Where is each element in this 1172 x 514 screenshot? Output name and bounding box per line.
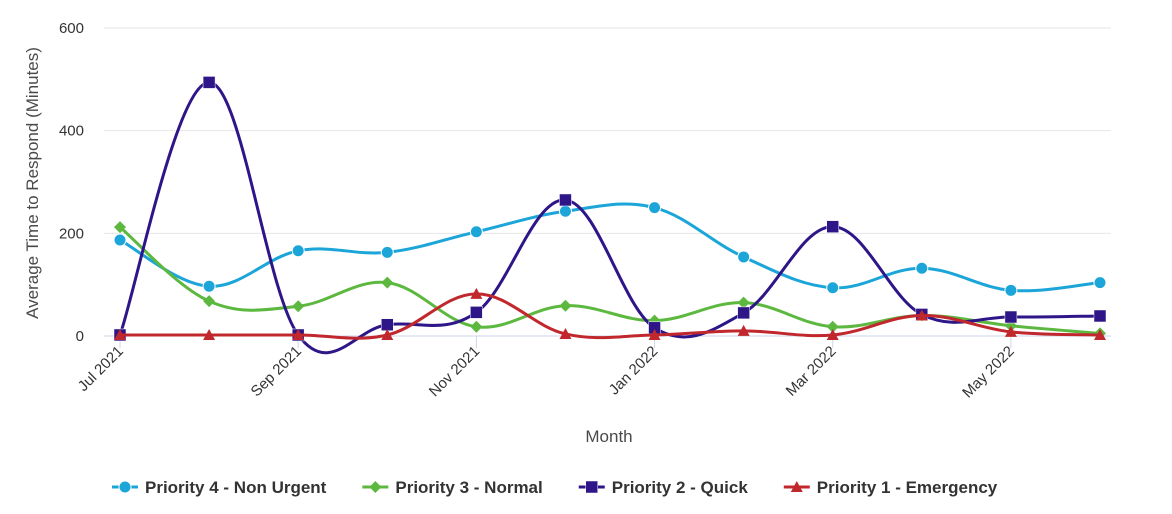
y-axis-title: Average Time to Respond (Minutes) bbox=[23, 47, 42, 319]
data-point bbox=[1093, 309, 1107, 323]
data-point bbox=[559, 327, 572, 339]
data-point bbox=[826, 281, 840, 295]
x-tick-label: Mar 2022 bbox=[783, 343, 840, 400]
data-point bbox=[1004, 283, 1018, 297]
data-point bbox=[470, 320, 483, 333]
data-point bbox=[114, 221, 126, 234]
legend: Priority 4 - Non Urgent Priority 3 - Norm… bbox=[112, 478, 998, 497]
series-priority-4-non-urgent bbox=[113, 201, 1107, 297]
legend-label: Priority 3 - Normal bbox=[395, 478, 542, 497]
y-tick-label: 200 bbox=[59, 225, 84, 242]
data-point bbox=[292, 300, 305, 313]
data-point bbox=[826, 328, 839, 340]
x-axis: Jul 2021 Sep 2021 Nov 2021 Jan 2022 Mar 2022… bbox=[75, 336, 1018, 401]
series-priority-1-emergency bbox=[114, 287, 1106, 340]
data-point bbox=[1093, 276, 1107, 290]
legend-marker bbox=[790, 481, 803, 492]
legend-item[interactable]: Priority 2 - Quick bbox=[578, 478, 749, 497]
data-point bbox=[737, 296, 750, 309]
legend-marker bbox=[369, 481, 382, 493]
data-point bbox=[559, 193, 572, 207]
legend-label: Priority 1 - Emergency bbox=[817, 478, 998, 497]
data-point bbox=[1094, 328, 1106, 340]
data-point bbox=[381, 276, 394, 289]
data-point bbox=[381, 328, 394, 340]
data-point bbox=[1004, 310, 1018, 324]
data-point bbox=[380, 245, 394, 259]
legend-label: Priority 2 - Quick bbox=[612, 478, 749, 497]
x-tick-label: May 2022 bbox=[959, 343, 1018, 402]
legend-item[interactable]: Priority 4 - Non Urgent bbox=[112, 478, 327, 497]
legend-item[interactable]: Priority 3 - Normal bbox=[362, 478, 543, 497]
data-point bbox=[826, 220, 839, 233]
data-point bbox=[114, 328, 126, 340]
legend-item[interactable]: Priority 1 - Emergency bbox=[783, 478, 998, 497]
series-layer bbox=[113, 76, 1107, 355]
data-point bbox=[292, 328, 305, 340]
data-point bbox=[202, 279, 216, 293]
x-tick-label: Jul 2021 bbox=[75, 343, 127, 395]
data-point bbox=[381, 318, 394, 331]
y-tick-label: 0 bbox=[76, 328, 84, 345]
data-point bbox=[470, 287, 483, 299]
y-tick-label: 400 bbox=[59, 123, 84, 140]
data-point bbox=[202, 76, 216, 89]
x-tick-label: Sep 2021 bbox=[248, 343, 305, 400]
series-line bbox=[120, 292, 1101, 340]
data-point bbox=[826, 320, 839, 333]
data-point bbox=[203, 295, 216, 308]
x-tick-label: Jan 2022 bbox=[606, 343, 662, 399]
data-point bbox=[648, 201, 662, 215]
data-point bbox=[469, 225, 483, 239]
y-axis: 0 200 400 600 bbox=[59, 20, 84, 345]
legend-marker bbox=[585, 480, 598, 494]
data-point bbox=[915, 309, 928, 321]
data-point bbox=[1004, 325, 1017, 337]
x-axis-title: Month bbox=[585, 427, 632, 446]
data-point bbox=[648, 328, 661, 340]
data-point bbox=[291, 244, 305, 258]
data-point bbox=[470, 306, 483, 319]
data-point bbox=[559, 299, 572, 312]
data-point bbox=[737, 324, 750, 336]
x-tick-label: Nov 2021 bbox=[426, 343, 483, 400]
legend-label: Priority 4 - Non Urgent bbox=[145, 478, 327, 497]
y-tick-label: 600 bbox=[59, 20, 84, 37]
legend-marker bbox=[118, 480, 132, 494]
grid-lines bbox=[104, 27, 1111, 337]
data-point bbox=[203, 328, 216, 340]
data-point bbox=[915, 261, 929, 275]
data-point bbox=[113, 233, 127, 247]
data-point bbox=[737, 250, 751, 264]
data-point bbox=[737, 306, 750, 320]
data-point bbox=[558, 204, 572, 218]
